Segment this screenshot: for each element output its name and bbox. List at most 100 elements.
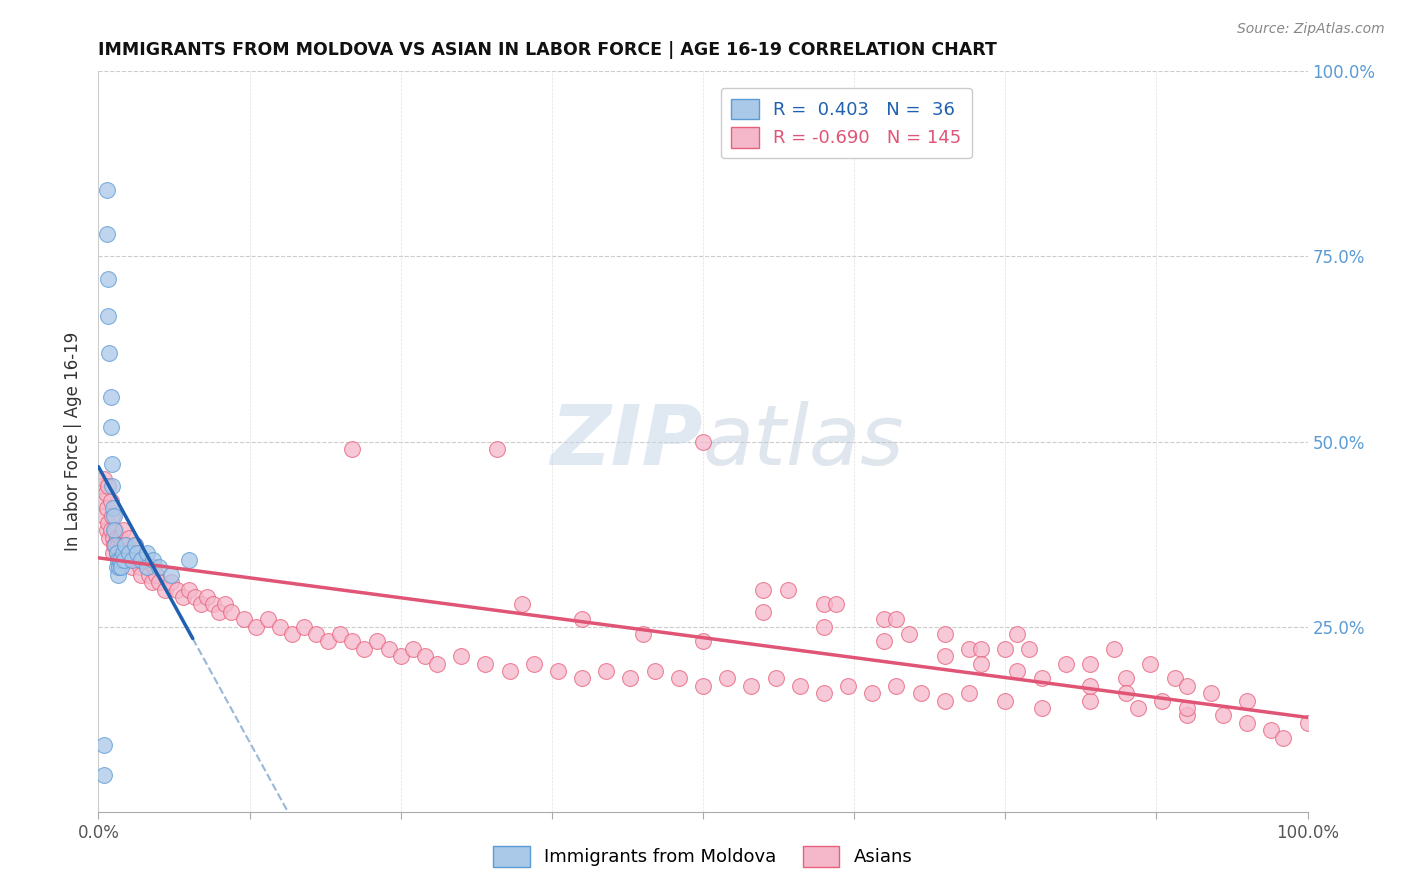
Text: atlas: atlas <box>703 401 904 482</box>
Point <box>118 531 141 545</box>
Point <box>1260 723 1282 738</box>
Point <box>96 227 118 242</box>
Point <box>97 271 120 285</box>
Point <box>886 679 908 693</box>
Point <box>305 627 328 641</box>
Point <box>160 575 183 590</box>
Point <box>179 582 201 597</box>
Point <box>103 524 125 538</box>
Point <box>837 679 859 693</box>
Point <box>232 612 254 626</box>
Point <box>111 546 134 560</box>
Point <box>1212 708 1234 723</box>
Point <box>245 619 267 633</box>
Point <box>132 553 155 567</box>
Point <box>108 546 131 560</box>
Point <box>118 546 141 560</box>
Point <box>100 419 122 434</box>
Point <box>135 560 157 574</box>
Point <box>141 575 163 590</box>
Point <box>105 531 128 545</box>
Point <box>631 627 654 641</box>
Point <box>115 553 138 567</box>
Point <box>269 619 291 633</box>
Point <box>1163 672 1185 686</box>
Point <box>994 694 1017 708</box>
Point <box>1102 641 1125 656</box>
Point <box>129 553 152 567</box>
Point <box>124 538 146 552</box>
Point <box>897 627 920 641</box>
Point <box>716 672 738 686</box>
Point <box>1139 657 1161 671</box>
Point <box>127 553 149 567</box>
Point <box>112 553 135 567</box>
Point <box>114 546 136 560</box>
Point <box>426 657 449 671</box>
Point <box>970 641 993 656</box>
Text: Source: ZipAtlas.com: Source: ZipAtlas.com <box>1237 22 1385 37</box>
Point <box>103 508 125 523</box>
Point <box>873 634 896 648</box>
Point <box>619 672 641 686</box>
Point <box>108 553 131 567</box>
Point <box>353 641 375 656</box>
Point <box>1115 672 1137 686</box>
Point <box>957 641 980 656</box>
Point <box>813 598 835 612</box>
Point <box>145 567 167 582</box>
Point <box>110 538 132 552</box>
Point <box>1175 708 1198 723</box>
Point <box>1236 715 1258 730</box>
Point <box>910 686 932 700</box>
Point <box>98 345 121 359</box>
Point <box>1018 641 1040 656</box>
Point <box>692 679 714 693</box>
Point <box>94 486 117 500</box>
Point <box>1236 694 1258 708</box>
Point <box>692 434 714 449</box>
Point <box>143 560 166 574</box>
Point <box>111 524 134 538</box>
Point <box>105 546 128 560</box>
Point <box>160 567 183 582</box>
Point <box>292 619 315 633</box>
Point <box>96 501 118 516</box>
Point <box>142 553 165 567</box>
Point <box>195 590 218 604</box>
Point <box>104 538 127 552</box>
Point <box>124 538 146 552</box>
Point <box>970 657 993 671</box>
Point <box>571 612 593 626</box>
Point <box>135 546 157 560</box>
Point <box>740 679 762 693</box>
Y-axis label: In Labor Force | Age 16-19: In Labor Force | Age 16-19 <box>65 332 83 551</box>
Point <box>208 605 231 619</box>
Point <box>93 471 115 485</box>
Point <box>1078 679 1101 693</box>
Point <box>498 664 520 678</box>
Point <box>105 560 128 574</box>
Point <box>389 649 412 664</box>
Point <box>776 582 799 597</box>
Point <box>1078 694 1101 708</box>
Point <box>474 657 496 671</box>
Point <box>97 516 120 530</box>
Point <box>1054 657 1077 671</box>
Point <box>934 649 956 664</box>
Point <box>825 598 848 612</box>
Point <box>329 627 352 641</box>
Point <box>118 546 141 560</box>
Point <box>202 598 225 612</box>
Point <box>1078 657 1101 671</box>
Point <box>886 612 908 626</box>
Point <box>91 493 114 508</box>
Point <box>1128 701 1150 715</box>
Point <box>1175 701 1198 715</box>
Point <box>214 598 236 612</box>
Legend: Immigrants from Moldova, Asians: Immigrants from Moldova, Asians <box>486 838 920 874</box>
Point <box>402 641 425 656</box>
Point <box>1296 715 1319 730</box>
Point <box>105 546 128 560</box>
Point <box>121 560 143 574</box>
